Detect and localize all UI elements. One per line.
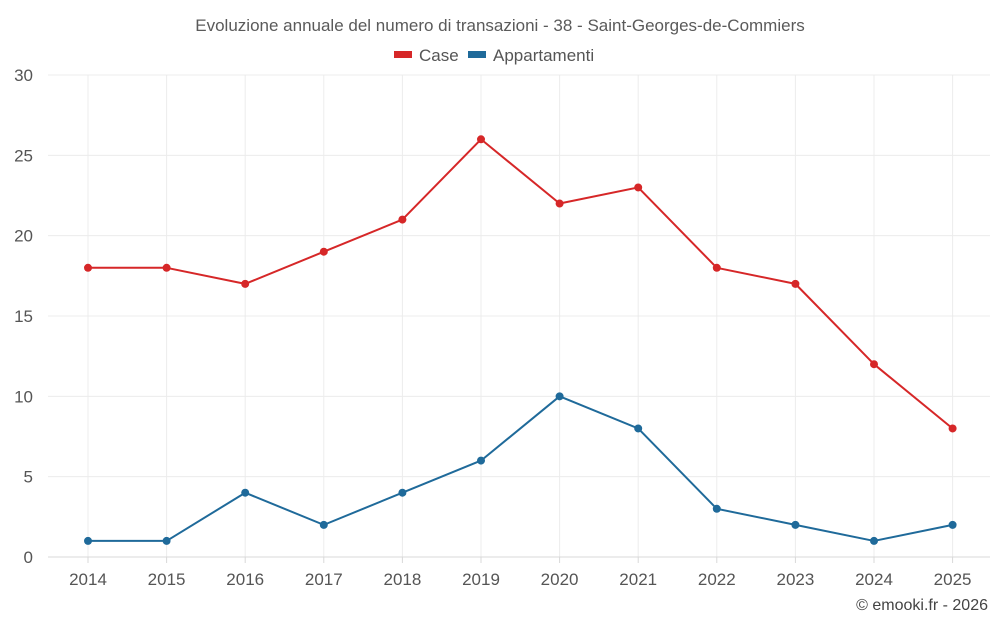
series-appartamenti xyxy=(84,392,957,545)
data-point-appartamenti-2021[interactable] xyxy=(634,424,643,433)
y-tick-label: 10 xyxy=(14,387,33,406)
data-point-appartamenti-2023[interactable] xyxy=(791,520,800,529)
data-point-appartamenti-2024[interactable] xyxy=(870,536,878,545)
y-tick-label: 15 xyxy=(14,307,33,326)
data-point-case-2020[interactable] xyxy=(555,199,564,208)
data-point-case-2018[interactable] xyxy=(398,215,407,224)
legend-item-case[interactable]: Case xyxy=(394,46,459,65)
y-tick-label: 20 xyxy=(14,227,33,246)
legend: Case Appartamenti xyxy=(394,46,594,65)
y-tick-label: 25 xyxy=(14,146,33,165)
x-tick-label: 2021 xyxy=(619,570,657,589)
legend-label-appartamenti: Appartamenti xyxy=(493,46,594,65)
x-tick-label: 2017 xyxy=(305,570,343,589)
x-tick-label: 2016 xyxy=(226,570,264,589)
data-point-appartamenti-2025[interactable] xyxy=(948,520,957,529)
x-tick-label: 2020 xyxy=(541,570,579,589)
x-tick-label: 2024 xyxy=(855,570,893,589)
x-tick-label: 2025 xyxy=(934,570,972,589)
legend-item-appartamenti[interactable]: Appartamenti xyxy=(468,46,594,65)
data-point-case-2024[interactable] xyxy=(870,360,878,369)
data-point-case-2016[interactable] xyxy=(241,279,250,288)
legend-label-case: Case xyxy=(419,46,459,65)
data-point-case-2014[interactable] xyxy=(84,263,92,272)
series-line-case xyxy=(88,138,954,430)
x-tick-label: 2018 xyxy=(383,570,421,589)
credit-text: © emooki.fr - 2026 xyxy=(856,597,988,614)
data-point-appartamenti-2014[interactable] xyxy=(84,536,92,545)
data-point-appartamenti-2015[interactable] xyxy=(162,536,171,545)
data-point-appartamenti-2017[interactable] xyxy=(319,520,328,529)
data-point-case-2017[interactable] xyxy=(319,247,328,256)
legend-swatch-appartamenti xyxy=(468,51,486,58)
x-tick-label: 2014 xyxy=(69,570,107,589)
y-tick-label: 5 xyxy=(24,468,33,487)
series-case xyxy=(84,135,957,433)
data-point-case-2022[interactable] xyxy=(712,263,721,272)
series-line-appartamenti xyxy=(88,395,953,542)
data-point-appartamenti-2020[interactable] xyxy=(555,392,564,401)
data-point-case-2019[interactable] xyxy=(477,135,485,144)
x-axis-ticks: 2014 2015 2016 2017 2018 2019 2020 2021 2022 2023… xyxy=(69,557,972,589)
data-point-appartamenti-2019[interactable] xyxy=(477,456,485,465)
data-point-case-2025[interactable] xyxy=(948,424,957,433)
y-tick-label: 30 xyxy=(14,66,33,85)
gridlines xyxy=(48,74,990,557)
x-tick-label: 2022 xyxy=(698,570,736,589)
data-point-case-2023[interactable] xyxy=(791,279,800,288)
chart-title: Evoluzione annuale del numero di transaz… xyxy=(195,16,804,35)
series xyxy=(84,135,957,545)
data-point-case-2015[interactable] xyxy=(162,263,171,272)
data-point-appartamenti-2018[interactable] xyxy=(398,488,407,497)
data-point-appartamenti-2016[interactable] xyxy=(241,488,250,497)
x-tick-label: 2019 xyxy=(462,570,500,589)
y-tick-label: 0 xyxy=(24,548,33,567)
x-tick-label: 2023 xyxy=(776,570,814,589)
x-tick-label: 2015 xyxy=(148,570,186,589)
y-axis-ticks: 0 5 10 15 20 25 30 xyxy=(14,66,33,567)
legend-swatch-case xyxy=(394,51,412,58)
data-point-appartamenti-2022[interactable] xyxy=(712,504,721,513)
data-point-case-2021[interactable] xyxy=(634,183,643,192)
